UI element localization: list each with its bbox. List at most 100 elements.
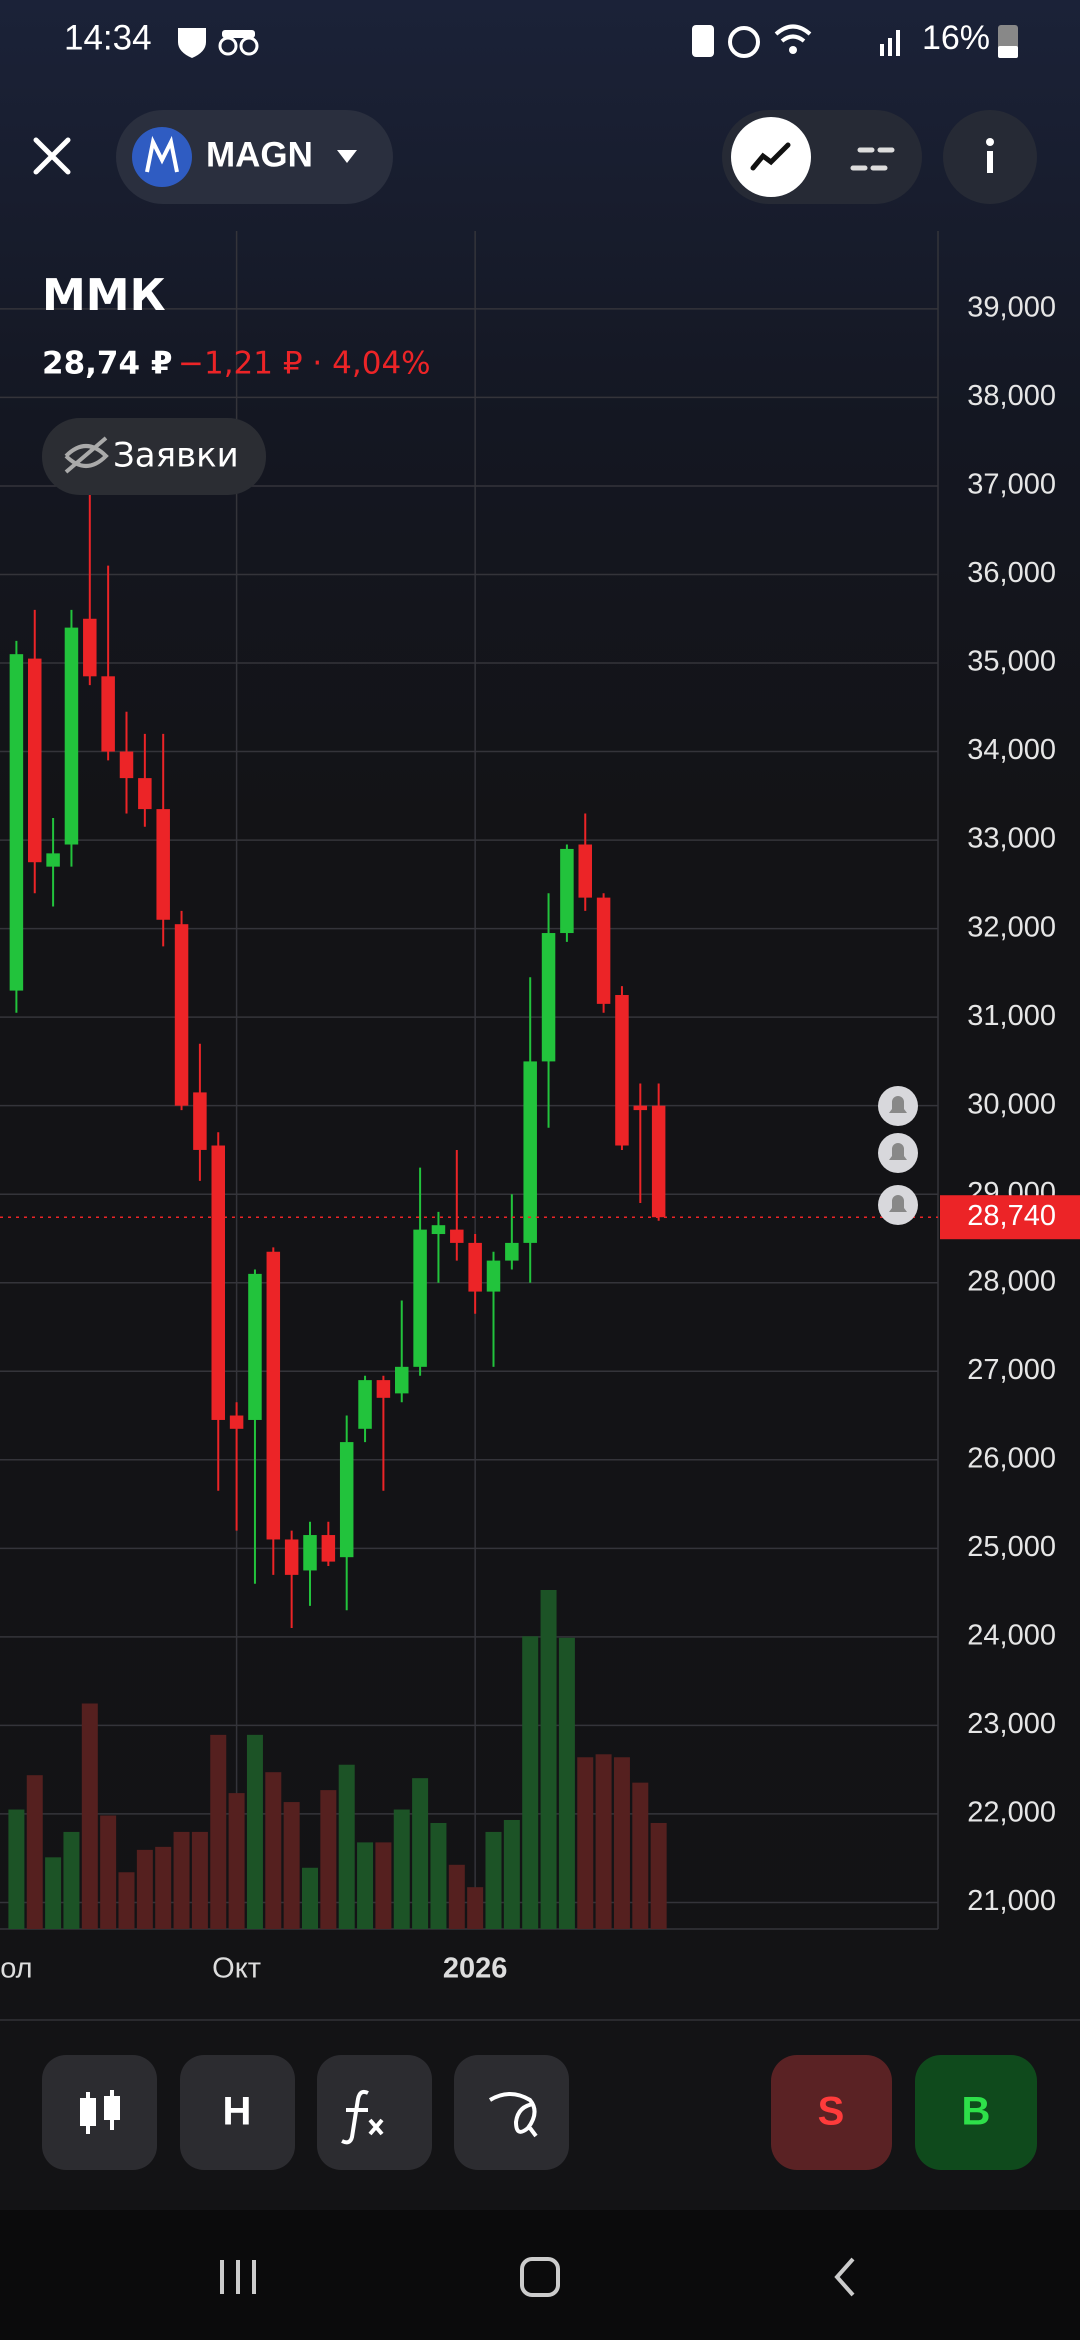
- volume-bar: [577, 1757, 594, 1929]
- y-tick-label: 35,000: [967, 646, 1056, 678]
- candle-body: [193, 1092, 207, 1150]
- volume-bar: [283, 1802, 300, 1929]
- info-icon-bar: [987, 151, 993, 173]
- volume-bar: [63, 1831, 80, 1929]
- y-tick-label: 39,000: [967, 292, 1056, 324]
- volume-bar: [155, 1846, 172, 1929]
- orders-icon: [64, 436, 109, 474]
- indicator-button[interactable]: [180, 2055, 295, 2170]
- volume-bar: [8, 1809, 25, 1929]
- instrument-name: ММК: [42, 270, 166, 321]
- volume-bar: [522, 1636, 539, 1929]
- nav-back[interactable]: [834, 2257, 855, 2297]
- candle-body: [450, 1229, 464, 1243]
- x-tick-label: Окт: [212, 1953, 261, 1985]
- y-tick-label: 26,000: [967, 1442, 1056, 1474]
- candle-body: [156, 809, 170, 920]
- buy-button[interactable]: [915, 2055, 1037, 2170]
- volume-bar: [393, 1809, 410, 1929]
- volume-bar: [45, 1857, 62, 1929]
- y-tick-label: 24,000: [967, 1620, 1056, 1652]
- status-battery: 16%: [922, 19, 990, 57]
- close-button[interactable]: [33, 137, 71, 175]
- line-icon: [750, 142, 791, 171]
- candle-body: [486, 1260, 501, 1292]
- volume-bar: [357, 1842, 374, 1929]
- candle-body: [468, 1242, 482, 1292]
- volume-bar: [375, 1842, 392, 1929]
- y-tick-label: 33,000: [967, 823, 1056, 855]
- volume-bar: [540, 1590, 557, 1929]
- chart: 21,000 22,000 23,000 24,000 25,000 26,000 27,0…: [0, 231, 1080, 1985]
- y-tick-label: 27,000: [967, 1354, 1056, 1386]
- line-mode-button[interactable]: [731, 117, 811, 197]
- candle-body: [101, 676, 115, 752]
- nav-bar: [0, 2210, 1080, 2340]
- candle-body: [28, 658, 42, 863]
- buy-label[interactable]: B: [962, 2090, 991, 2134]
- volume-bar: [448, 1864, 465, 1929]
- volume-bar: [100, 1815, 117, 1929]
- candles-icon: [80, 2090, 120, 2134]
- volume-bar: [302, 1867, 318, 1929]
- drawing-button[interactable]: [454, 2055, 569, 2170]
- volume-bar: [595, 1754, 612, 1929]
- chart-type-button[interactable]: [42, 2055, 157, 2170]
- sell-button[interactable]: [771, 2055, 892, 2170]
- candle-body: [321, 1535, 336, 1562]
- candle-body: [138, 778, 152, 810]
- x-tick-label: 2026: [443, 1953, 508, 1985]
- ticker[interactable]: MAGN: [206, 135, 313, 174]
- candle-body: [431, 1225, 446, 1235]
- y-tick-label: 31,000: [967, 1000, 1056, 1032]
- volume-bar: [320, 1790, 337, 1929]
- volume-bar: [503, 1819, 520, 1929]
- y-tick-label: 23,000: [967, 1708, 1056, 1740]
- y-tick-label: 22,000: [967, 1797, 1056, 1829]
- candle-body: [46, 853, 60, 867]
- bell-icons: [889, 1096, 907, 1212]
- logo-mark: [145, 135, 179, 173]
- orders-label[interactable]: Заявки: [113, 436, 239, 476]
- candle-body: [541, 933, 556, 1062]
- candle-body: [395, 1366, 409, 1394]
- y-tick-label: 25,000: [967, 1531, 1056, 1563]
- candle-body: [303, 1535, 317, 1571]
- volume-bar: [118, 1872, 135, 1929]
- candle-body: [284, 1539, 299, 1575]
- candle-body: [578, 844, 592, 898]
- candle-body: [83, 618, 97, 677]
- candle-body: [523, 1061, 537, 1243]
- volume-bar: [412, 1778, 429, 1929]
- volume-bar: [136, 1849, 153, 1929]
- dropdown-arrow: [337, 150, 357, 163]
- functions-button[interactable]: [317, 2055, 432, 2170]
- candle-body: [211, 1145, 225, 1420]
- candle-body: [596, 897, 611, 1004]
- candle-body: [266, 1251, 281, 1540]
- y-tick-label: 36,000: [967, 557, 1056, 589]
- volume-bar: [430, 1822, 447, 1929]
- volume-bar: [173, 1831, 190, 1929]
- candle-body: [64, 627, 79, 845]
- candle-body: [119, 751, 134, 779]
- nav-recents[interactable]: [220, 2260, 256, 2294]
- y-tick-label: 28,000: [967, 1265, 1056, 1297]
- sell-label[interactable]: S: [818, 2090, 845, 2134]
- indicator-label[interactable]: H: [223, 2090, 252, 2134]
- candle-body: [651, 1105, 666, 1218]
- y-tick-label: 30,000: [967, 1088, 1056, 1120]
- nav-home[interactable]: [520, 2257, 560, 2297]
- candle-body: [633, 1105, 648, 1111]
- orders-button[interactable]: [42, 418, 266, 495]
- volume-bar: [246, 1734, 263, 1929]
- volume-bar: [191, 1831, 208, 1929]
- candle-body: [229, 1415, 244, 1429]
- depth-icon: [850, 147, 895, 171]
- candle-body: [339, 1442, 354, 1558]
- y-tick-label: 32,000: [967, 911, 1056, 943]
- x-tick-label: ол: [0, 1953, 32, 1985]
- ticker-selector[interactable]: [116, 110, 393, 204]
